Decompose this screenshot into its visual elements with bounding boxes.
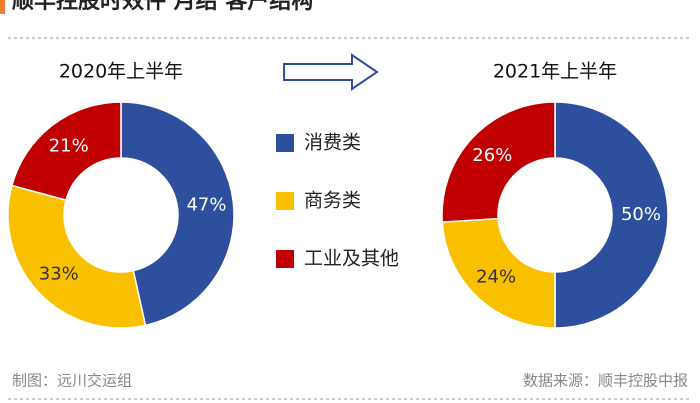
arrow	[283, 53, 379, 91]
legend-label: 商务类	[304, 190, 361, 212]
value-label: 33%	[39, 263, 79, 284]
title-accent	[0, 0, 5, 14]
value-label: 21%	[49, 136, 89, 157]
legend-label: 工业及其他	[304, 248, 399, 270]
donut-segment	[441, 217, 556, 329]
value-label: 47%	[186, 195, 226, 216]
chart-title: 2021年上半年	[493, 61, 617, 83]
legend-label: 消费类	[304, 132, 361, 154]
legend-swatch	[276, 192, 294, 210]
donut-segment	[441, 101, 556, 223]
donut-segment	[120, 101, 235, 327]
footer-right: 数据来源：顺丰控股中报	[523, 372, 688, 390]
value-label: 26%	[472, 145, 512, 166]
footer-left: 制图：远川交运组	[12, 372, 132, 390]
chart-title: 2020年上半年	[59, 61, 183, 83]
value-label: 24%	[476, 267, 516, 288]
donut-segment	[7, 184, 147, 329]
legend-swatch	[276, 134, 294, 152]
legend-swatch	[276, 250, 294, 268]
donut-segment	[554, 101, 669, 329]
value-label: 50%	[621, 204, 661, 225]
page-title: 顺丰控股时效件 月结 客户结构	[12, 0, 313, 14]
donut-segment	[11, 101, 122, 202]
